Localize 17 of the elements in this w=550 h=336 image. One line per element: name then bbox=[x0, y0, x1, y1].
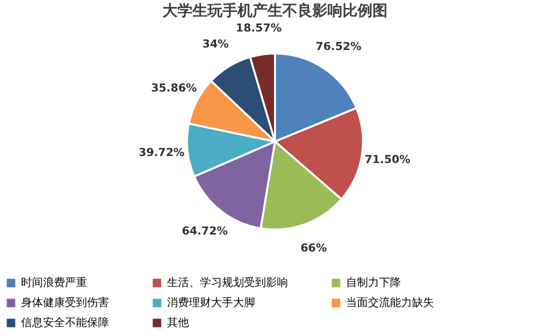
data-label: 71.50% bbox=[364, 152, 410, 166]
data-label: 66% bbox=[300, 242, 327, 255]
legend-label: 当面交流能力缺失 bbox=[346, 296, 434, 309]
legend-label: 信息安全不能保障 bbox=[21, 316, 109, 329]
data-label: 39.72% bbox=[138, 146, 184, 160]
legend-label: 身体健康受到伤害 bbox=[21, 296, 109, 309]
data-label: 76.52% bbox=[316, 40, 362, 53]
data-label: 64.72% bbox=[182, 224, 228, 238]
legend-label: 自制力下降 bbox=[346, 276, 401, 289]
legend-label: 生活、学习规划受到影响 bbox=[167, 276, 288, 289]
data-label: 18.57% bbox=[236, 22, 282, 35]
legend-label: 时间浪费严重 bbox=[21, 276, 87, 289]
data-label: 34% bbox=[202, 37, 229, 50]
data-label: 35.86% bbox=[151, 82, 197, 95]
chart-title: 大学生玩手机产生不良影响比例图 bbox=[162, 2, 388, 20]
legend-label: 消费理财大手大脚 bbox=[167, 296, 255, 309]
legend-label: 其他 bbox=[167, 316, 189, 329]
